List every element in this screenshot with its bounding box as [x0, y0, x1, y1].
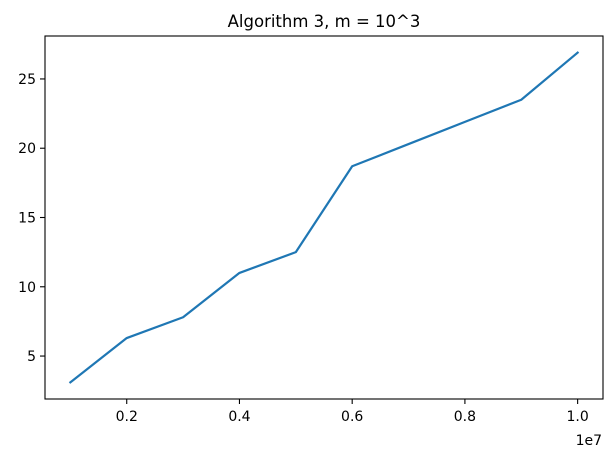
x-tick-label: 0.4 [228, 409, 250, 425]
x-axis: 0.2 0.4 0.6 0.8 1.0 [116, 399, 589, 425]
y-tick-label: 5 [27, 349, 36, 365]
x-tick-label: 0.2 [116, 409, 138, 425]
plot-area [68, 51, 580, 384]
chart-title: Algorithm 3, m = 10^3 [228, 12, 421, 31]
y-tick-label: 10 [18, 280, 36, 296]
y-tick-label: 20 [18, 141, 36, 157]
x-tick-label: 0.8 [454, 409, 476, 425]
y-tick-label: 25 [18, 72, 36, 88]
x-tick-label: 0.6 [341, 409, 363, 425]
x-axis-offset-label: 1e7 [576, 433, 602, 449]
plot-frame [44, 35, 604, 400]
y-tick-label: 15 [18, 211, 36, 227]
x-tick-label: 1.0 [567, 409, 589, 425]
series-line-0 [68, 51, 580, 384]
y-axis: 5 10 15 20 25 [18, 72, 45, 365]
